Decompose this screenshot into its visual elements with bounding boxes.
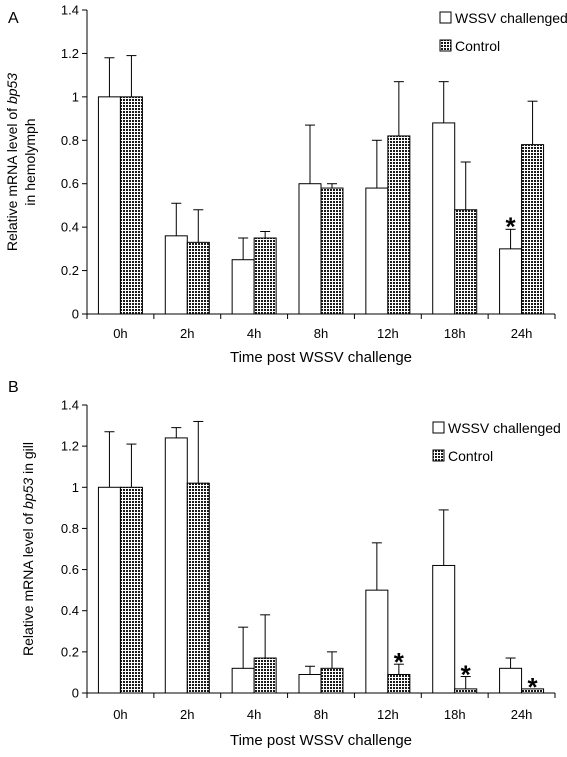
- bar-control-24h: [521, 688, 545, 694]
- x-tick-label: 0h: [113, 326, 127, 341]
- bar-wssv-4h: [231, 667, 255, 694]
- bar-wssv-0h: [97, 486, 121, 694]
- y-tick-label: 0.2: [61, 644, 79, 659]
- legend-swatch-control: [432, 449, 445, 462]
- bar-control-12h: [387, 673, 411, 694]
- y-tick-label: 0: [72, 686, 79, 701]
- y-axis-label: Relative mRNA level of bp53 in gill: [20, 442, 36, 656]
- y-tick-label: 1.4: [61, 3, 79, 18]
- panel-label: B: [8, 379, 19, 396]
- bar-wssv-12h: [365, 589, 389, 694]
- bar-wssv-18h: [432, 564, 456, 694]
- x-tick-label: 12h: [377, 326, 399, 341]
- bar-control-8h: [320, 667, 344, 694]
- legend-label-control: Control: [455, 38, 500, 54]
- legend: WSSV challenged Control: [439, 10, 567, 54]
- bar-wssv-12h: [365, 187, 389, 315]
- x-axis-label: Time post WSSV challenge: [230, 349, 412, 366]
- y-tick-label: 0: [72, 307, 79, 322]
- y-tick-label: 0.4: [61, 603, 79, 618]
- y-tick-label: 1: [72, 89, 79, 104]
- y-axis-label-part: Relative mRNA level of: [20, 509, 36, 656]
- y-axis-label-gene: bp53: [20, 478, 36, 509]
- y-tick-label: 0.8: [61, 521, 79, 536]
- x-tick-label: 8h: [314, 707, 328, 722]
- chart-panel-b: B 0 0.2 0.4 0.6 0.8 1 1.2 1.4 0h 2h 4h 8h 12h 18h 24h * *…: [8, 379, 561, 749]
- bar-wssv-24h: [499, 667, 523, 694]
- legend-swatch-wssv: [432, 421, 445, 434]
- bar-wssv-8h: [298, 673, 322, 694]
- bar-control-4h: [253, 237, 277, 315]
- legend-label-control: Control: [448, 448, 493, 464]
- bar-wssv-8h: [298, 183, 322, 315]
- x-tick-label: 8h: [314, 326, 328, 341]
- y-tick-label: 1.2: [61, 439, 79, 454]
- y-axis-label-part: in hemolymph: [22, 118, 38, 205]
- legend-swatch-control: [439, 39, 452, 52]
- x-tick-label: 24h: [511, 707, 533, 722]
- significance-star: *: [394, 647, 405, 677]
- bar-control-24h: [521, 144, 545, 315]
- y-axis-label-part: Relative mRNA level of: [4, 104, 20, 251]
- y-axis-label-gene: bp53: [4, 73, 20, 104]
- bar-control-2h: [186, 241, 210, 315]
- bar-wssv-0h: [97, 96, 121, 315]
- legend-swatch-wssv: [439, 11, 452, 24]
- bar-control-12h: [387, 135, 411, 315]
- y-tick-label: 1.4: [61, 398, 79, 413]
- x-tick-label: 4h: [247, 707, 261, 722]
- bar-wssv-18h: [432, 122, 456, 315]
- x-tick-label: 2h: [180, 326, 194, 341]
- y-tick-label: 0.6: [61, 176, 79, 191]
- significance-star: *: [461, 660, 472, 690]
- legend-label-wssv: WSSV challenged: [455, 10, 567, 26]
- legend: WSSV challenged Control: [432, 420, 561, 464]
- y-axis-label: Relative mRNA level of bp53in hemolymph: [4, 73, 38, 251]
- y-tick-label: 0.8: [61, 133, 79, 148]
- bar-control-8h: [320, 187, 344, 315]
- significance-star: *: [506, 211, 517, 241]
- y-tick-label: 0.6: [61, 562, 79, 577]
- chart-panel-a: A 0 0.2 0.4 0.6 0.8 1 1.2 1.4 0h 2h 4h 8h 12h 18h 24h * T…: [4, 3, 567, 367]
- bar-wssv-2h: [164, 437, 188, 694]
- y-tick-label: 0.4: [61, 220, 79, 235]
- x-tick-label: 4h: [247, 326, 261, 341]
- x-tick-label: 24h: [511, 326, 533, 341]
- bar-control-18h: [454, 209, 478, 315]
- bar-control-0h: [119, 486, 143, 694]
- bar-wssv-24h: [499, 248, 523, 315]
- x-axis-label: Time post WSSV challenge: [230, 732, 412, 749]
- x-tick-label: 12h: [377, 707, 399, 722]
- significance-star: *: [528, 672, 539, 702]
- bar-control-2h: [186, 482, 210, 694]
- y-axis-label-part: in gill: [20, 442, 36, 478]
- x-tick-label: 2h: [180, 707, 194, 722]
- legend-label-wssv: WSSV challenged: [448, 420, 561, 436]
- bar-control-4h: [253, 657, 277, 694]
- bar-wssv-4h: [231, 259, 255, 315]
- bar-control-0h: [119, 96, 143, 315]
- y-tick-label: 1.2: [61, 46, 79, 61]
- x-tick-label: 18h: [444, 707, 466, 722]
- panel-label: A: [8, 10, 19, 27]
- y-tick-label: 0.2: [61, 263, 79, 278]
- x-tick-label: 18h: [444, 326, 466, 341]
- y-tick-label: 1: [72, 480, 79, 495]
- bar-wssv-2h: [164, 235, 188, 315]
- x-tick-label: 0h: [113, 707, 127, 722]
